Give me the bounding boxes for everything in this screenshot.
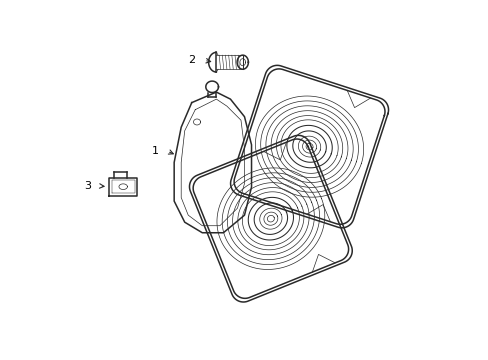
Text: 2: 2 [188,55,195,66]
Text: 3: 3 [83,181,91,191]
Text: 1: 1 [151,146,158,156]
